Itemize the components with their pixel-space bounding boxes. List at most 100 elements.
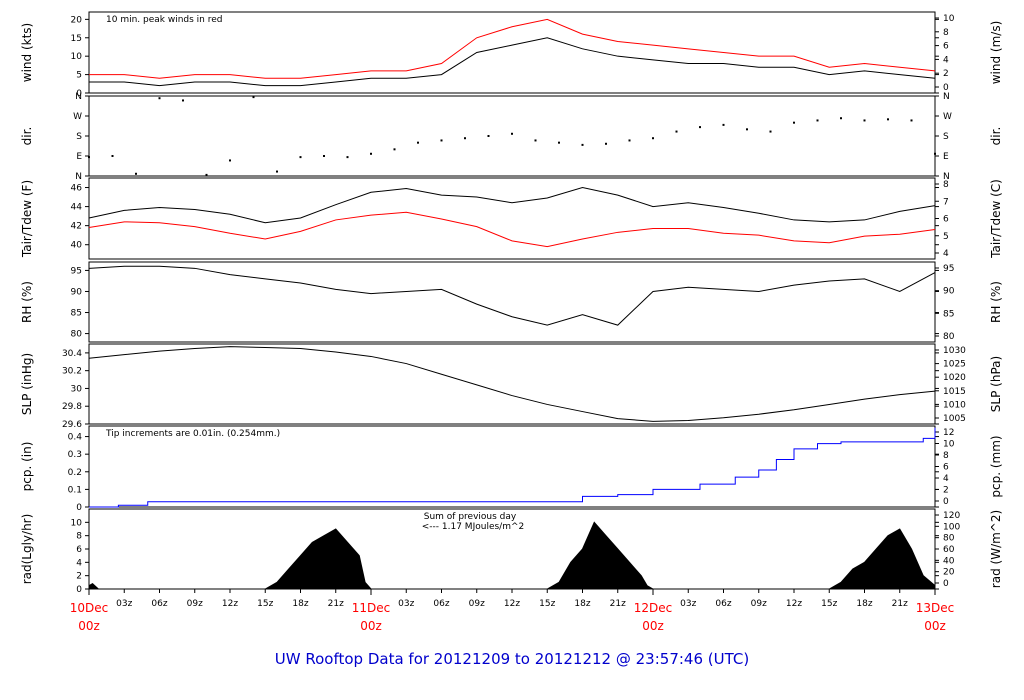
dir-point [699,126,701,129]
dir-point [652,137,654,140]
temp-ylabel: Tair/Tdew (F) [20,180,34,258]
dir-point [346,156,349,159]
rad-ytick-label: 4 [76,558,82,568]
slp-rtick-label: 1005 [943,414,966,424]
temp-rtick-label: 4 [943,249,949,259]
pcp-rtick-label: 12 [943,428,954,438]
dir-point [299,156,302,159]
dir-point [370,152,372,155]
rh-rtick-label: 80 [943,332,955,342]
slp-ylabel: SLP (inHg) [20,353,34,415]
rh-ytick-label: 80 [71,330,83,340]
rad-annotation-2: <--- 1.17 MJoules/m^2 [422,522,524,532]
wind-rtick-label: 10 [943,14,955,24]
temp-ytick-label: 40 [71,241,83,251]
pcp-rtick-label: 4 [943,474,949,484]
dir-point [323,155,325,157]
x-tick-label: 12z [504,599,520,609]
x-tick-label: 15z [539,599,555,609]
pcp-ylabel: pcp. (in) [20,442,34,492]
slp-frame [88,343,936,425]
slp-ytick-label: 29.6 [62,420,82,430]
rad-rtick-label: 100 [943,522,960,532]
x-tick-label: 03z [116,599,132,609]
rh-ylabel-right: RH (%) [989,281,1003,323]
dir-point [722,123,725,126]
dir-ytick-label: S [76,132,82,142]
dir-ytick-label: N [75,92,82,102]
pcp-ytick-label: 0.2 [68,468,82,478]
slp-ytick-label: 30.2 [62,367,82,377]
dir-point [88,156,90,159]
dir-ylabel: dir. [20,127,34,146]
dir-point [276,170,278,173]
dir-point [182,99,184,102]
rh-ytick-label: 95 [71,266,82,276]
pcp-ylabel-right: pcp. (mm) [989,435,1003,497]
pcp-ytick-label: 0.3 [68,450,82,460]
day-hour-label: 00z [78,619,100,633]
dir-point [135,172,137,175]
temp-ytick-label: 42 [71,222,82,232]
slp-ytick-label: 30.4 [62,349,82,359]
rad-rtick-label: 40 [943,556,955,566]
rh-ylabel: RH (%) [20,281,34,323]
dir-point [863,119,866,122]
rad-ylabel: rad(Lgly/hr) [20,514,34,585]
day-hour-label: 00z [642,619,664,633]
x-tick-label: 12z [222,599,238,609]
rad-rtick-label: 20 [943,568,955,578]
dir-ytick-label-right: E [943,152,949,162]
wind-rtick-label: 8 [943,28,949,38]
temp-rtick-label: 7 [943,197,949,207]
slp-rtick-label: 1025 [943,360,966,370]
rad-rtick-label: 60 [943,545,955,555]
x-tick-label: 18z [574,599,590,609]
wind-ytick-label: 20 [71,15,83,25]
dir-point [158,97,161,100]
wind-rtick-label: 2 [943,69,949,79]
temp-ytick-label: 46 [71,184,83,194]
temp-frame [88,177,936,260]
dir-point [440,139,443,142]
rad-ytick-label: 0 [76,585,82,595]
rh-series-line [88,265,936,326]
rad-annotation: Sum of previous day [424,512,517,522]
slp-series-line [88,346,936,422]
slp-ylabel-right: SLP (hPa) [989,356,1003,412]
x-tick-label: 06z [151,599,167,609]
pcp-rtick-label: 6 [943,463,949,473]
pcp-ytick-label: 0.1 [68,485,82,495]
wind-series-line [89,37,936,87]
wind-rtick-label: 0 [943,83,949,93]
day-label: 10Dec [70,601,109,615]
rad-rtick-label: 0 [943,579,949,589]
dir-ytick-label: W [73,112,82,122]
wind-ylabel-right: wind (m/s) [989,21,1003,85]
dir-frame [88,95,936,177]
wind-ytick-label: 10 [71,52,83,62]
x-tick-label: 06z [433,599,449,609]
wind-rtick-label: 4 [943,55,949,65]
dir-point [675,130,678,133]
pcp-rtick-label: 8 [943,451,949,461]
rh-frame [88,261,936,343]
x-tick-label: 18z [292,599,308,609]
wind-annotation: 10 min. peak winds in red [106,15,223,25]
day-hour-label: 00z [924,619,946,633]
dir-point [934,152,936,155]
slp-rtick-label: 1030 [943,346,966,356]
pcp-ytick-label: 0.4 [68,433,83,443]
dir-point [887,118,889,121]
rad-ylabel-right: rad (W/m^2) [989,510,1003,588]
dir-ytick-label: N [75,172,82,182]
dir-point [816,119,819,122]
dir-point [628,139,631,142]
day-label: 11Dec [352,601,391,615]
x-tick-label: 09z [751,599,767,609]
x-tick-label: 15z [257,599,273,609]
slp-rtick-label: 1015 [943,387,966,397]
temp-series-line [88,187,936,224]
x-tick-label: 09z [469,599,485,609]
